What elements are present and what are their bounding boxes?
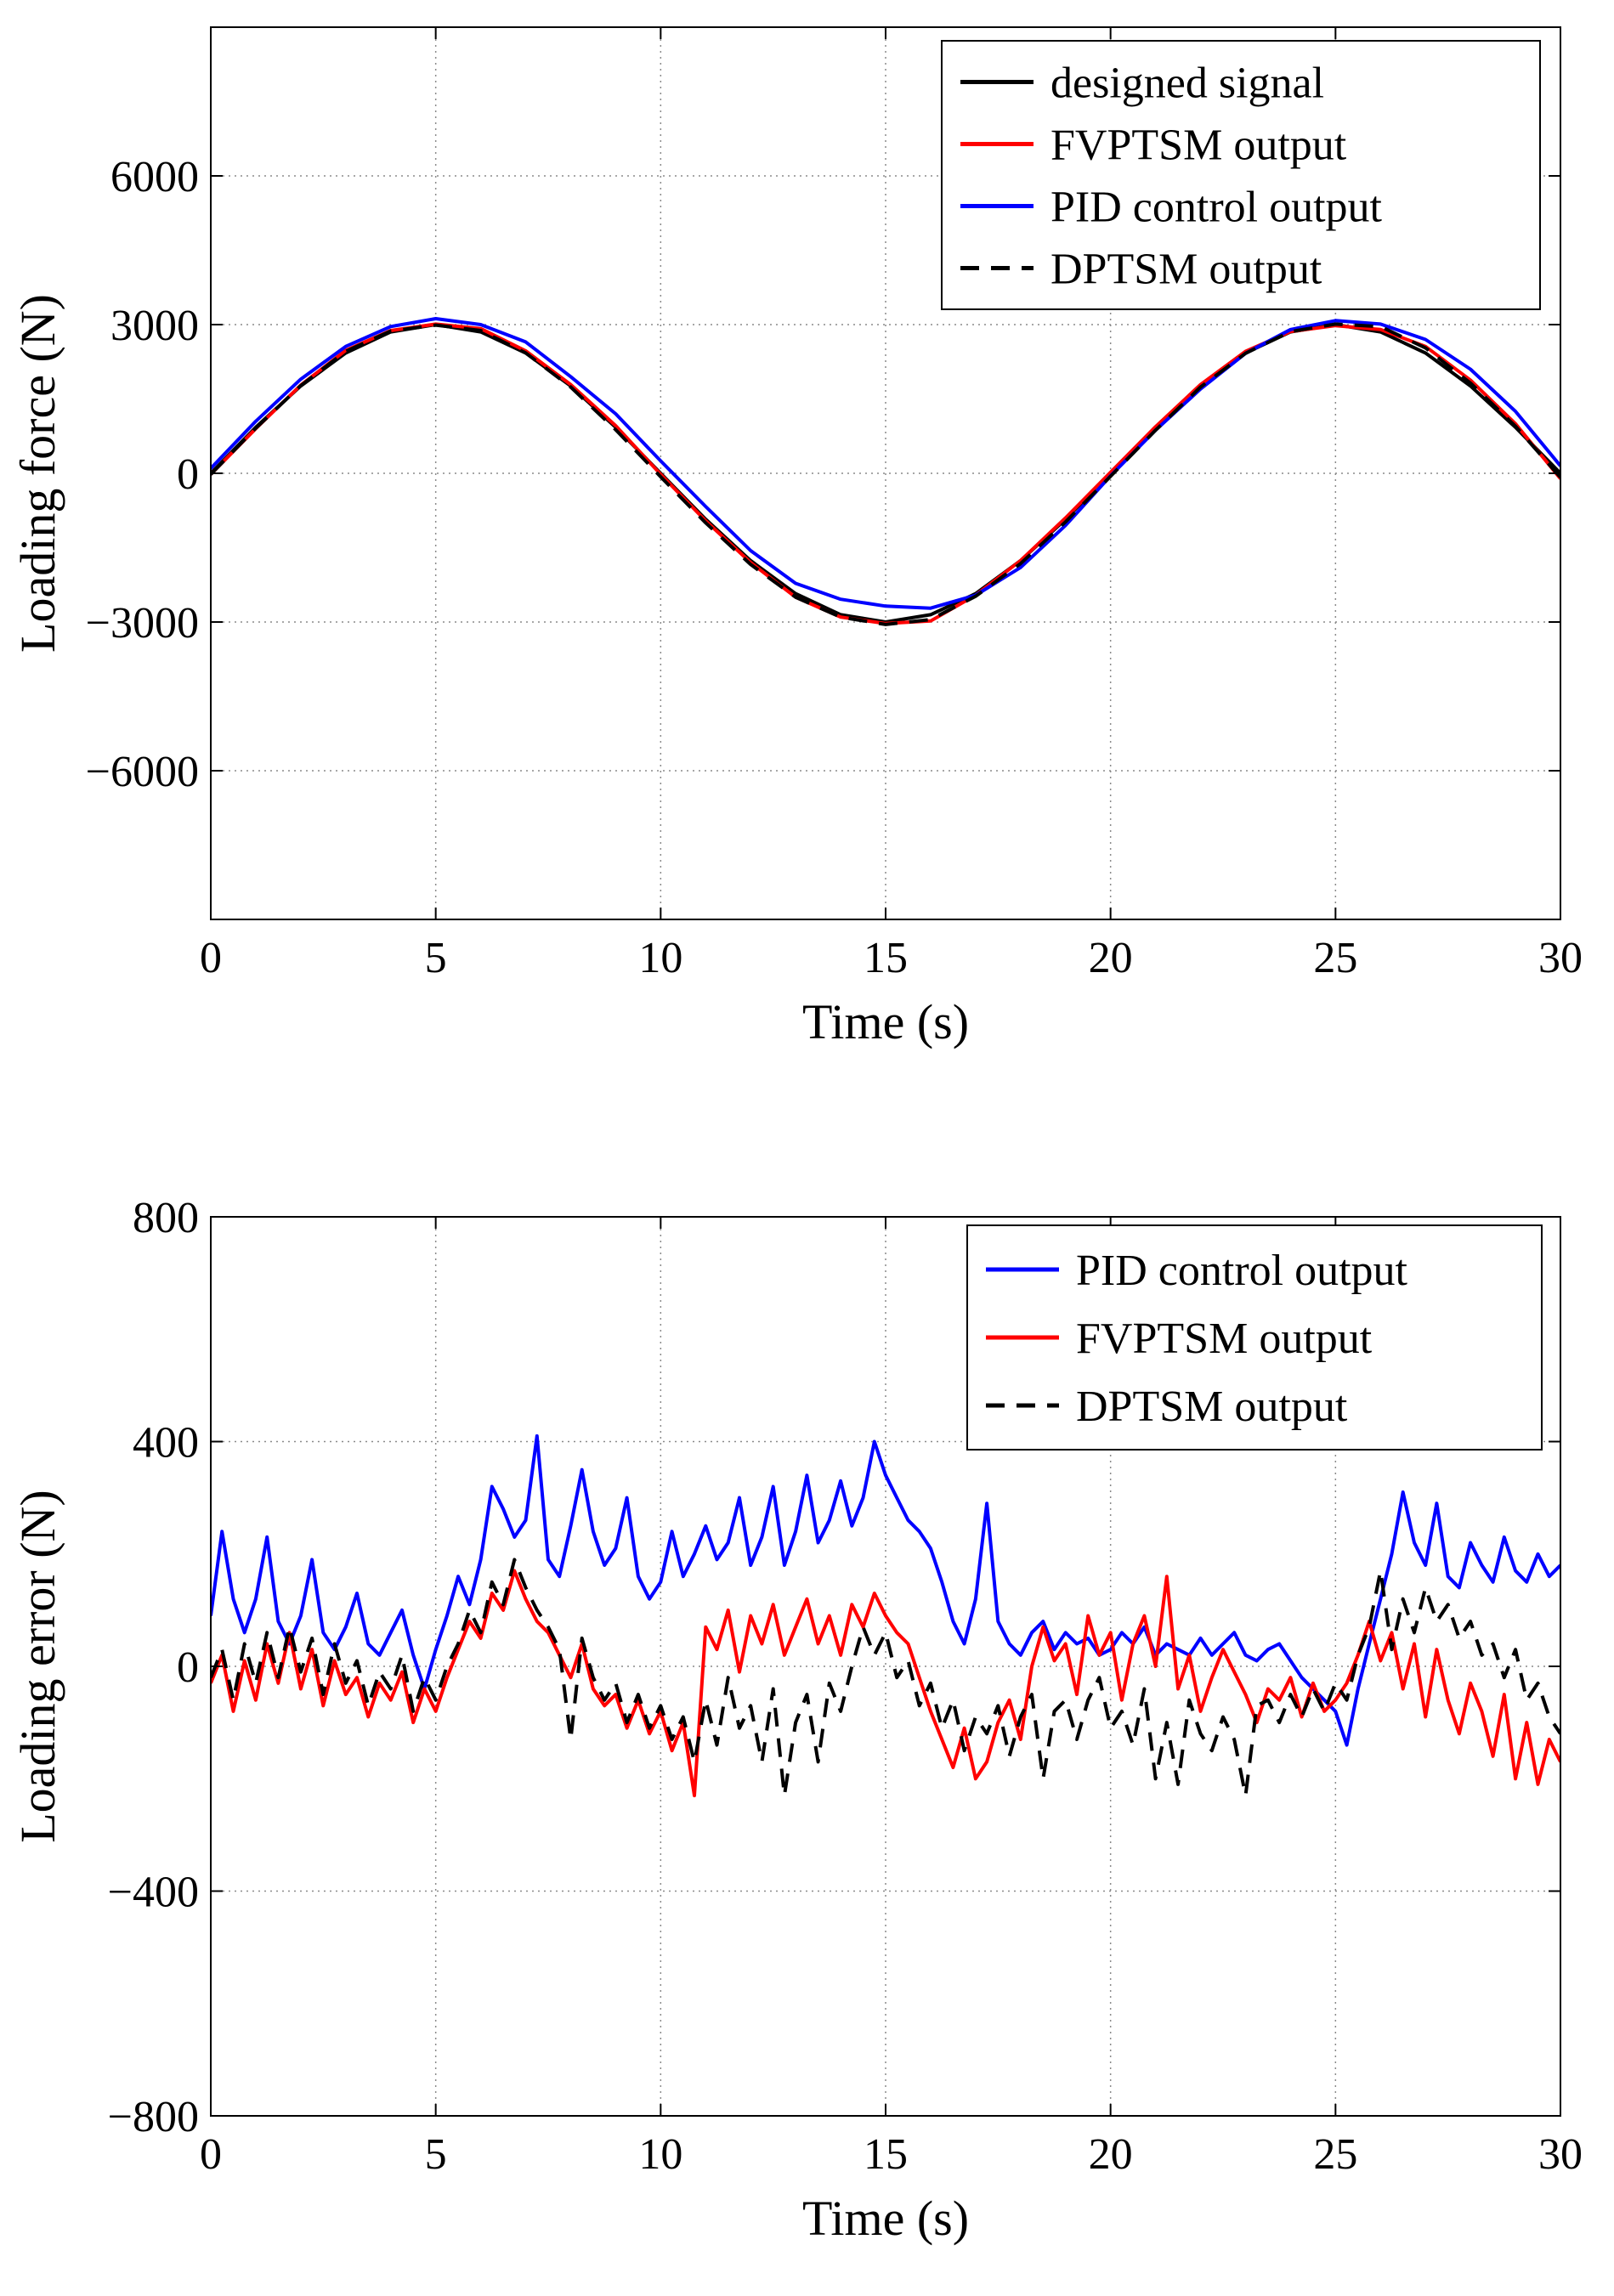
series-line-pid-control-output [211, 317, 1560, 610]
series-line-fvptsm-output [211, 1569, 1560, 1798]
x-tick-label: 10 [638, 2130, 682, 2179]
series-line-pid-control-output [211, 1434, 1560, 1747]
x-tick-label: 30 [1538, 2130, 1583, 2179]
legend-label: FVPTSM output [1076, 1315, 1373, 1363]
legend-label: DPTSM output [1076, 1383, 1348, 1431]
y-tick-label: −6000 [86, 748, 199, 796]
legend-label: FVPTSM output [1051, 122, 1347, 170]
legend: PID control output FVPTSM output DPTSM out… [966, 1224, 1543, 1451]
y-tick-label: 6000 [110, 153, 199, 201]
legend-label: designed signal [1051, 59, 1324, 108]
x-axis-label: Time (s) [802, 2191, 969, 2246]
legend: designed signal FVPTSM output PID control … [941, 40, 1541, 310]
x-tick-label: 15 [864, 934, 908, 982]
x-tick-label: 20 [1089, 2130, 1133, 2179]
y-tick-label: 0 [177, 450, 199, 499]
x-axis-label: Time (s) [802, 994, 969, 1049]
legend-label: PID control output [1076, 1247, 1408, 1295]
x-tick-label: 0 [200, 2130, 222, 2179]
y-tick-label: 3000 [110, 302, 199, 350]
x-tick-label: 5 [425, 2130, 447, 2179]
y-tick-label: 400 [133, 1419, 199, 1468]
y-tick-label: −3000 [86, 599, 199, 648]
chart-panel-2: 0 5 10 15 20 25 30 −800 −400 0 400 800 Time (s) Loadi… [10, 1194, 1583, 2246]
x-tick-label: 25 [1313, 934, 1357, 982]
y-tick-label: 800 [133, 1194, 199, 1242]
x-tick-label: 15 [864, 2130, 908, 2179]
x-tick-label: 25 [1313, 2130, 1357, 2179]
y-tick-label: 0 [177, 1643, 199, 1692]
x-tick-label: 5 [425, 934, 447, 982]
y-tick-label: −400 [108, 1869, 199, 1917]
plot-area [211, 317, 1560, 626]
y-axis-label: Loading error (N) [10, 1490, 65, 1843]
y-axis-label: Loading force (N) [10, 294, 65, 653]
chart-panel-1: 0 5 10 15 20 25 30 −6000 −3000 0 3000 6000 Time (s) L… [10, 26, 1583, 1049]
x-tick-label: 0 [200, 934, 222, 982]
legend-label: PID control output [1051, 184, 1383, 232]
series-line-dptsm-output [211, 322, 1560, 626]
y-tick-label: −800 [108, 2093, 199, 2141]
legend-box [941, 40, 1541, 310]
legend-label: DPTSM output [1051, 246, 1322, 294]
x-tick-label: 10 [638, 934, 682, 982]
series-line-dptsm-output [211, 1558, 1560, 1798]
plot-area [211, 1434, 1560, 1798]
x-tick-label: 30 [1538, 934, 1583, 982]
legend-box [966, 1224, 1543, 1451]
x-tick-label: 20 [1089, 934, 1133, 982]
